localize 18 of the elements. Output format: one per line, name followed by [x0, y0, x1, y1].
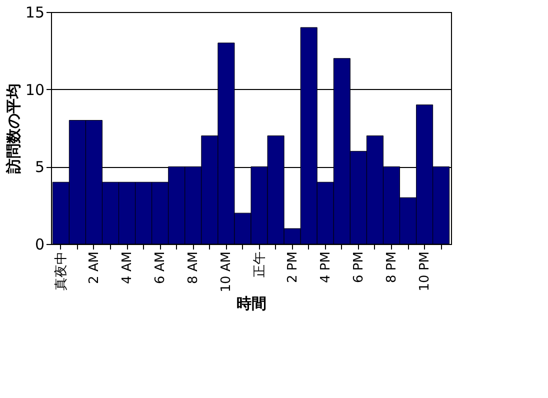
y-tick-label: 10 [25, 80, 44, 99]
x-tick-label: 2 PM [285, 252, 300, 283]
x-tick-label: 4 AM [120, 252, 136, 284]
y-tick-label: 15 [25, 4, 44, 22]
y-tick-label: 5 [34, 158, 44, 176]
x-tick-label: 8 AM [186, 252, 202, 284]
x-tick-label: 真夜中 [52, 252, 69, 290]
y-axis-title: 訪問数の平均 [4, 84, 22, 174]
y-tick-label: 0 [34, 236, 44, 254]
x-tick-label: 2 AM [86, 252, 102, 284]
x-tick-label: 6 PM [351, 252, 366, 283]
x-axis-title: 時間 [236, 294, 266, 312]
x-tick-label: 8 PM [384, 252, 400, 283]
x-tick-label: 正午 [252, 252, 268, 278]
x-tick-label: 4 PM [318, 252, 334, 283]
x-tick-label: 10 PM [418, 252, 433, 292]
x-tick-label: 6 AM [153, 252, 168, 284]
x-tick-label: 10 AM [219, 252, 234, 292]
